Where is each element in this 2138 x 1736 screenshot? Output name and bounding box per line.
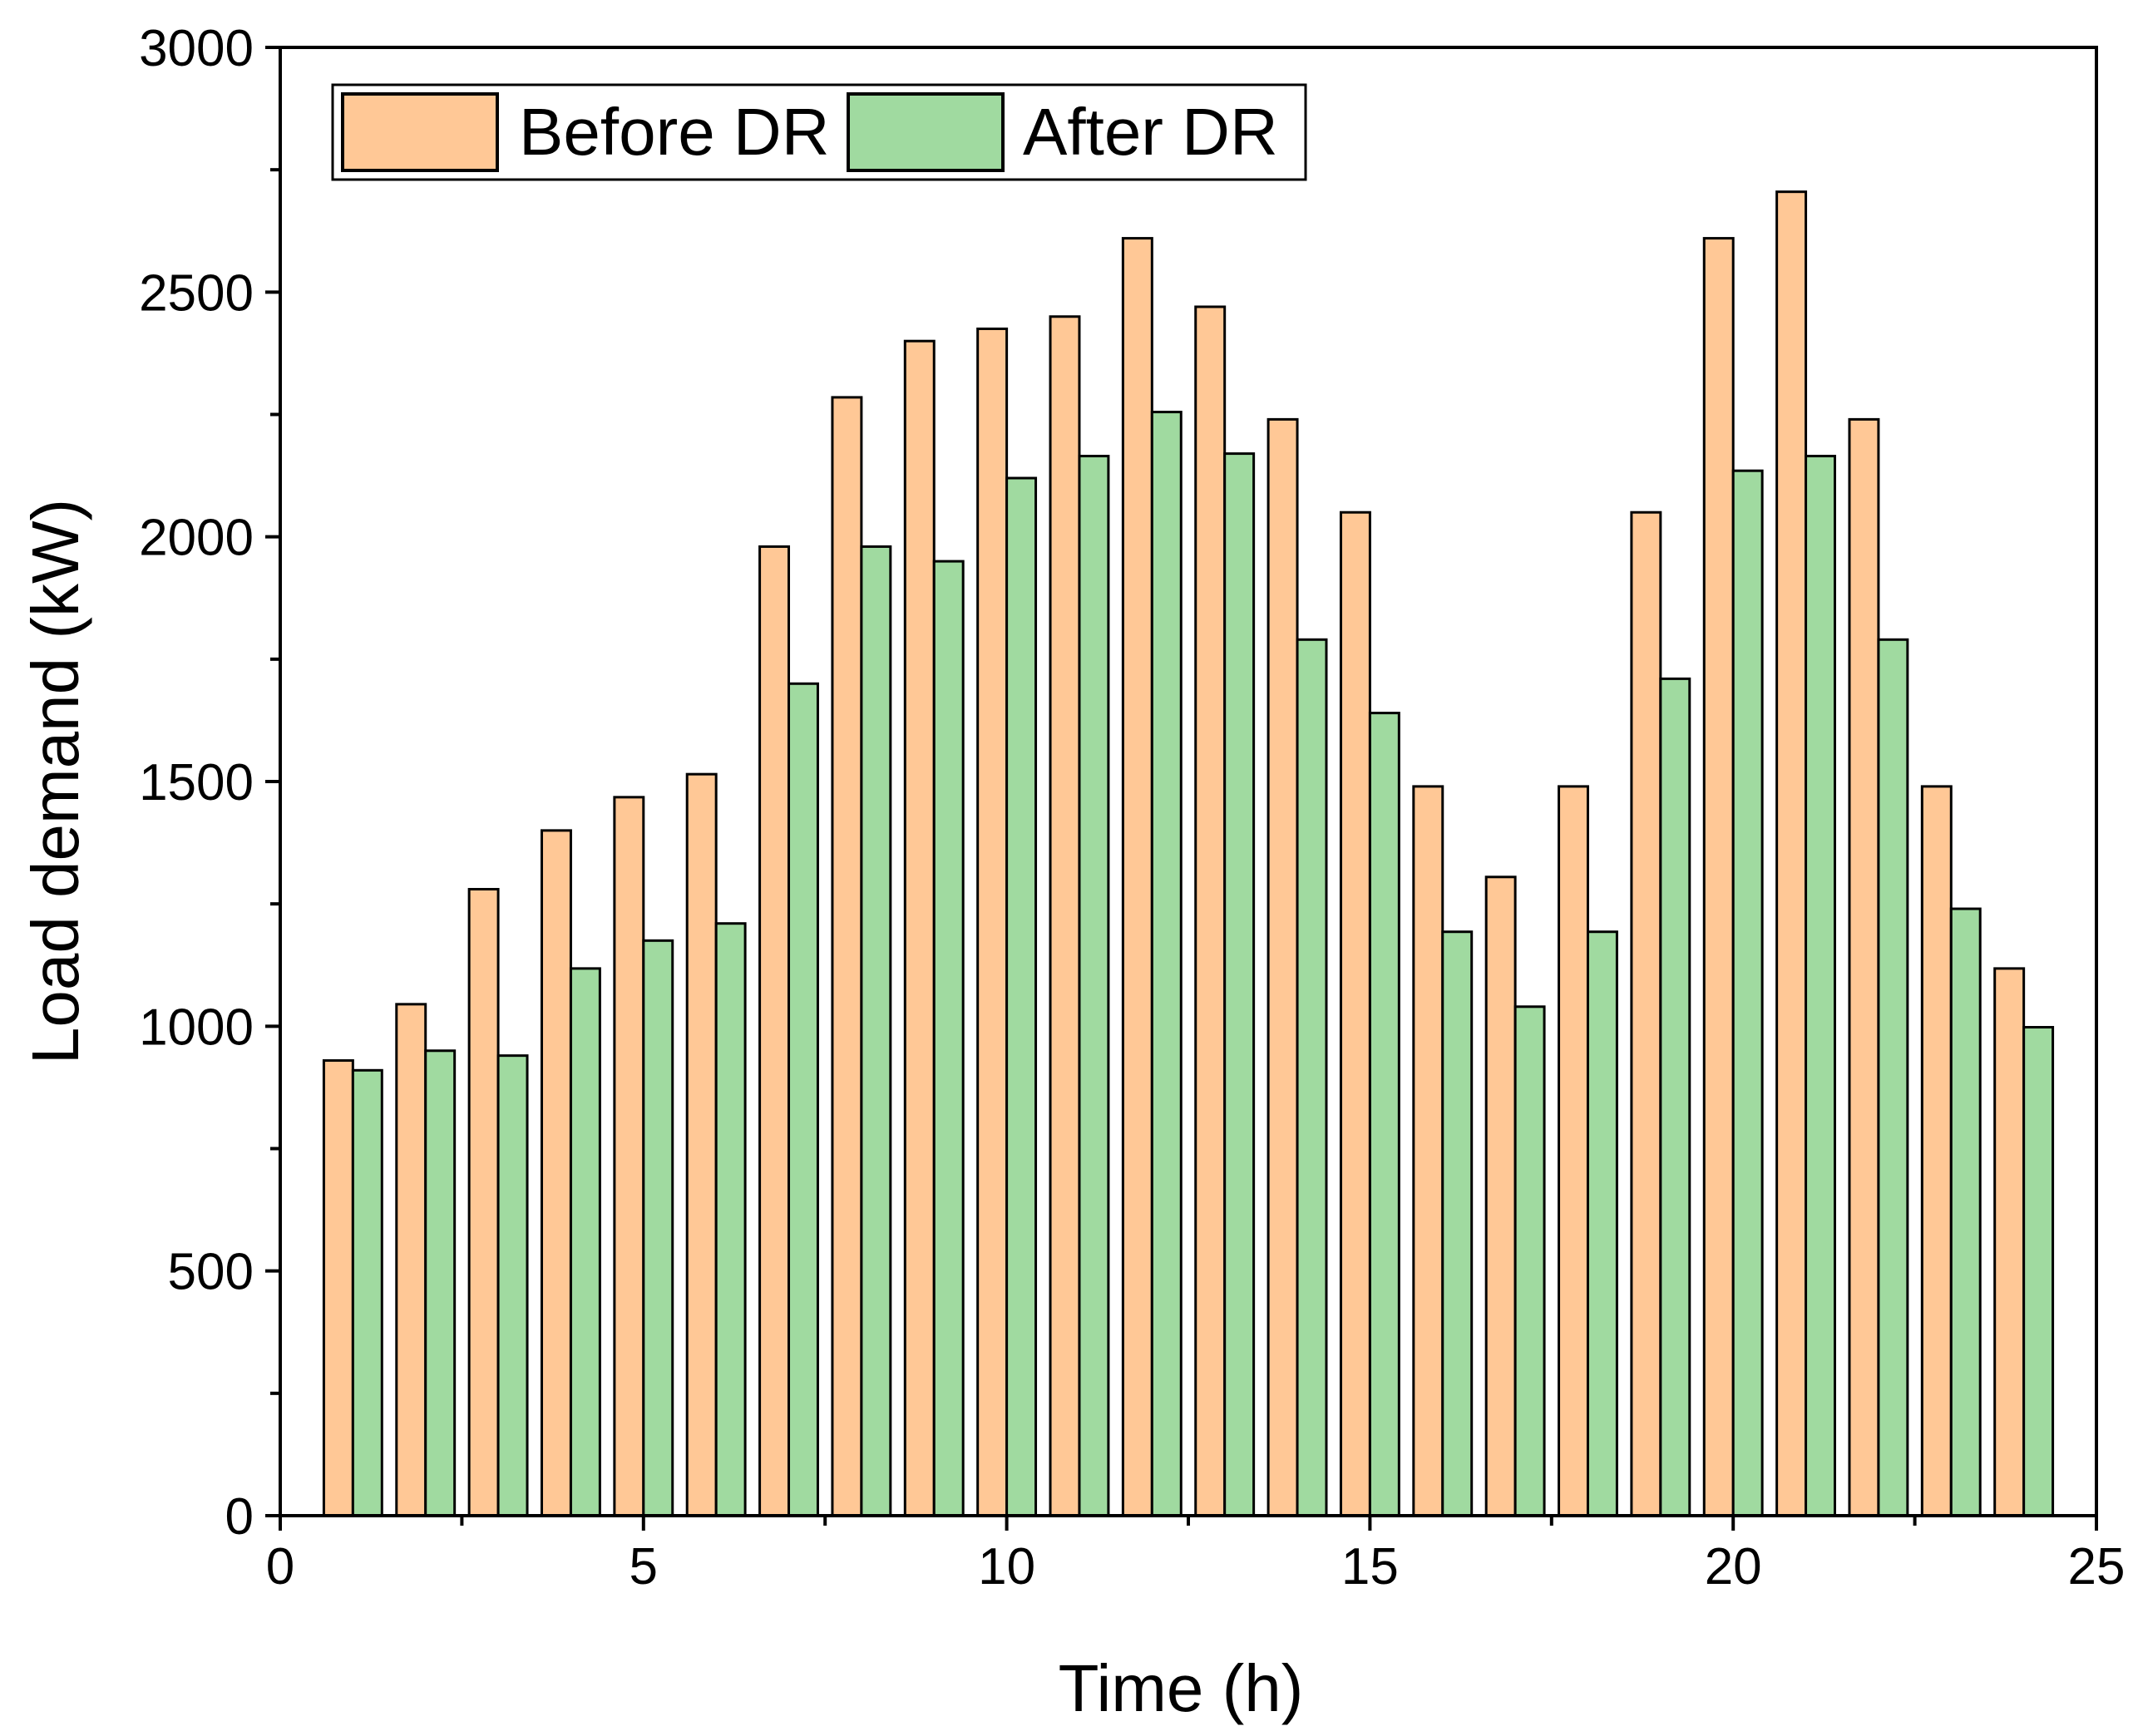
- x-tick-label: 10: [978, 1538, 1035, 1595]
- legend-swatch-before-dr: [341, 92, 499, 172]
- bar-after-dr-h20: [1731, 469, 1764, 1517]
- bar-before-dr-h2: [395, 1003, 427, 1517]
- bar-before-dr-h10: [976, 327, 1009, 1517]
- x-tick-label: 5: [630, 1538, 658, 1595]
- bar-after-dr-h9: [932, 560, 965, 1517]
- bar-before-dr-h13: [1194, 305, 1227, 1517]
- x-tick-label: 0: [266, 1538, 294, 1595]
- x-tick-label: 25: [2068, 1538, 2126, 1595]
- bar-before-dr-h4: [541, 829, 572, 1517]
- y-axis-title: Load demand (kW): [18, 499, 92, 1064]
- bar-before-dr-h6: [685, 772, 718, 1517]
- y-tick-label: 2000: [139, 510, 254, 567]
- legend-swatch-after-dr: [847, 92, 1005, 172]
- bar-before-dr-h3: [467, 888, 500, 1517]
- bar-before-dr-h15: [1339, 510, 1371, 1517]
- bar-after-dr-h3: [496, 1054, 529, 1517]
- bar-after-dr-h19: [1659, 677, 1691, 1517]
- bar-after-dr-h15: [1368, 712, 1400, 1517]
- bar-before-dr-h19: [1630, 510, 1662, 1517]
- bar-after-dr-h13: [1223, 452, 1256, 1517]
- axes-layer: 0 5 10 15 20 25 0 500 1000 1500 2000 2500 3000: [139, 20, 2125, 1595]
- y-tick-label: 1500: [139, 754, 254, 811]
- legend-label-before-dr: Before DR: [519, 95, 829, 169]
- bar-before-dr-h23: [1920, 785, 1953, 1517]
- bar-before-dr-h18: [1558, 785, 1589, 1517]
- bar-after-dr-h1: [351, 1068, 383, 1517]
- bar-after-dr-h6: [714, 922, 747, 1517]
- x-tick-label: 15: [1341, 1538, 1399, 1595]
- bar-after-dr-h2: [424, 1049, 457, 1517]
- bar-after-dr-h16: [1441, 930, 1474, 1517]
- bar-after-dr-h18: [1586, 930, 1618, 1517]
- legend: Before DR After DR: [331, 83, 1307, 181]
- legend-label-after-dr: After DR: [1023, 95, 1278, 169]
- bar-after-dr-h23: [1949, 907, 1982, 1517]
- bar-after-dr-h4: [569, 967, 601, 1517]
- bar-before-dr-h7: [758, 545, 791, 1517]
- y-tick-label: 0: [225, 1488, 254, 1546]
- bar-after-dr-h17: [1513, 1005, 1546, 1517]
- bar-before-dr-h12: [1121, 237, 1153, 1517]
- y-tick-label: 2500: [139, 264, 254, 322]
- y-tick-label: 1000: [139, 999, 254, 1056]
- bar-after-dr-h24: [2022, 1026, 2055, 1517]
- bar-after-dr-h10: [1005, 476, 1038, 1517]
- bar-after-dr-h22: [1877, 638, 1909, 1517]
- bar-before-dr-h11: [1049, 315, 1081, 1517]
- bar-before-dr-h20: [1702, 237, 1735, 1517]
- bar-after-dr-h12: [1150, 411, 1183, 1517]
- bar-before-dr-h8: [831, 396, 863, 1517]
- bar-before-dr-h16: [1412, 785, 1444, 1517]
- bar-before-dr-h22: [1848, 417, 1880, 1517]
- y-tick-label: 3000: [139, 20, 254, 77]
- bar-before-dr-h1: [322, 1059, 354, 1517]
- bar-after-dr-h8: [860, 545, 892, 1517]
- bar-after-dr-h5: [642, 939, 674, 1517]
- bars-layer: [322, 190, 2055, 1517]
- bar-after-dr-h21: [1805, 455, 1837, 1517]
- bar-before-dr-h5: [613, 796, 645, 1517]
- x-axis-title: Time (h): [1059, 1651, 1304, 1725]
- y-tick-label: 500: [168, 1244, 254, 1301]
- bar-after-dr-h14: [1296, 638, 1328, 1517]
- bar-before-dr-h24: [1993, 967, 2026, 1517]
- bar-before-dr-h14: [1267, 417, 1299, 1517]
- bar-after-dr-h7: [788, 682, 819, 1517]
- bar-before-dr-h21: [1775, 190, 1808, 1517]
- bar-before-dr-h17: [1484, 875, 1517, 1517]
- bar-before-dr-h9: [903, 339, 936, 1517]
- bar-after-dr-h11: [1078, 455, 1110, 1517]
- x-tick-label: 20: [1705, 1538, 1762, 1595]
